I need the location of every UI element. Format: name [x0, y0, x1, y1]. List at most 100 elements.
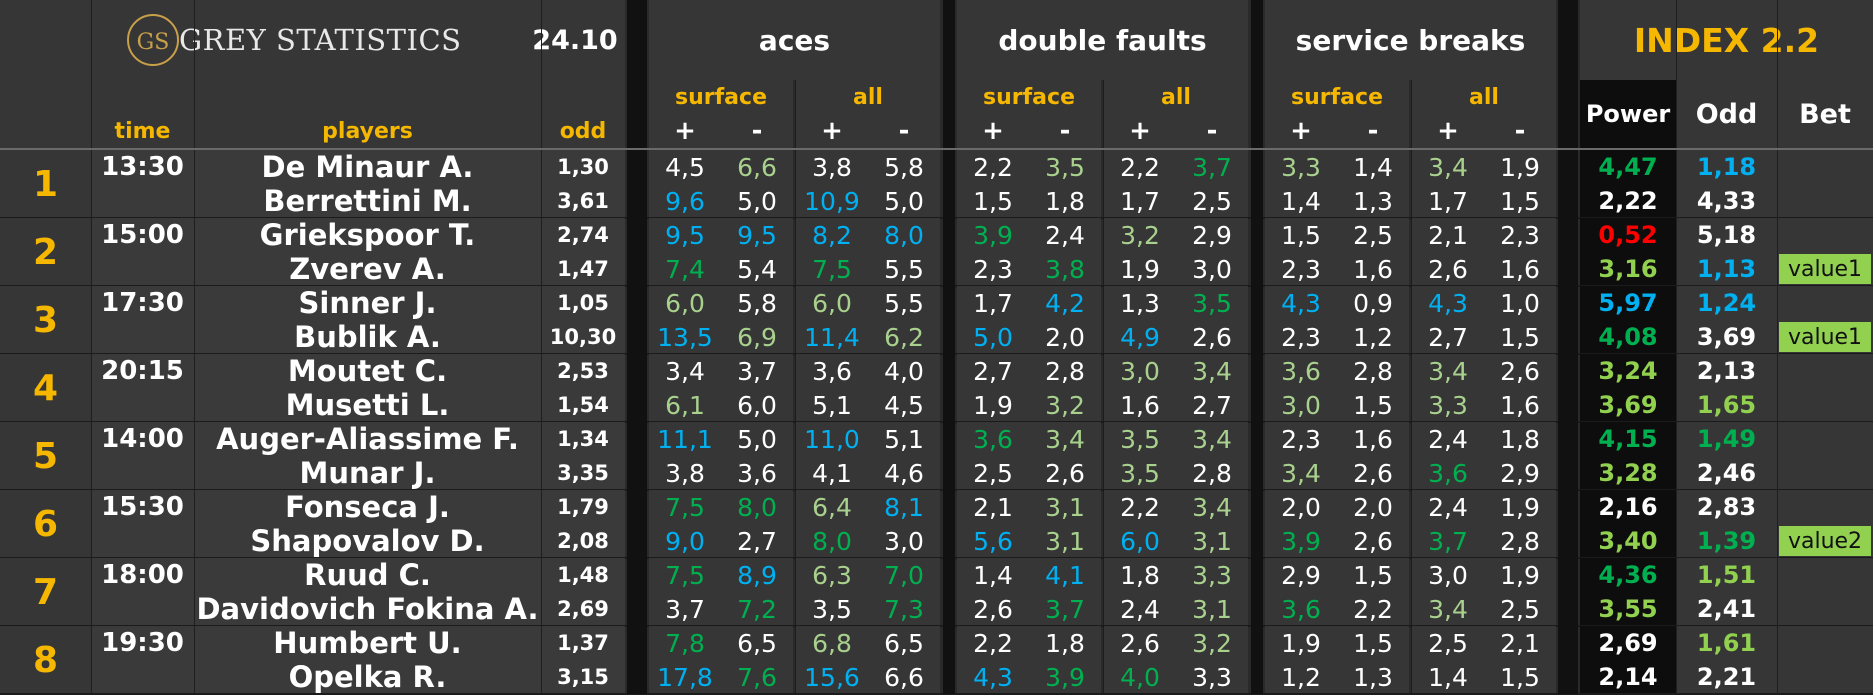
- date-label: 24.10: [530, 12, 620, 68]
- column-divider: [1676, 0, 1677, 694]
- stat-value: 2,6: [1176, 320, 1248, 354]
- index-odd-value: 1,61: [1676, 626, 1777, 660]
- index-odd-value: 2,21: [1676, 660, 1777, 694]
- stat-value: 4,0: [1104, 660, 1176, 694]
- bet-cell: value1: [1777, 252, 1873, 286]
- stat-value: 2,8: [1484, 524, 1556, 558]
- stat-value: 6,6: [721, 150, 793, 184]
- match-number: 6: [0, 490, 91, 558]
- player-name: Fonseca J.: [194, 490, 541, 524]
- stat-value: 1,8: [1029, 184, 1101, 218]
- stat-value: 5,5: [868, 286, 940, 320]
- time-cell-empty: [91, 184, 194, 218]
- column-divider: [541, 0, 542, 694]
- stat-value: 6,3: [796, 558, 868, 592]
- player-odd: 1,48: [541, 558, 625, 592]
- index-odd-value: 1,51: [1676, 558, 1777, 592]
- stat-value: 2,8: [1337, 354, 1409, 388]
- index-odd-value: 4,33: [1676, 184, 1777, 218]
- stat-value: 3,0: [1176, 252, 1248, 286]
- bet-cell: [1777, 558, 1873, 592]
- stat-value: 3,2: [1029, 388, 1101, 422]
- player-odd: 1,34: [541, 422, 625, 456]
- match-number: 2: [0, 218, 91, 286]
- separator: [627, 0, 647, 694]
- player-odd: 2,08: [541, 524, 625, 558]
- stat-value: 2,2: [957, 626, 1029, 660]
- stat-value: 4,6: [868, 456, 940, 490]
- stat-value: 7,6: [721, 660, 793, 694]
- stat-value: 4,5: [649, 150, 721, 184]
- stat-value: 2,4: [1029, 218, 1101, 252]
- stat-value: 3,5: [796, 592, 868, 626]
- player-odd: 10,30: [541, 320, 625, 354]
- stat-value: 6,0: [649, 286, 721, 320]
- index-odd-value: 3,69: [1676, 320, 1777, 354]
- power-value: 4,36: [1580, 558, 1676, 592]
- index-odd-value: 2,41: [1676, 592, 1777, 626]
- stat-value: 9,0: [649, 524, 721, 558]
- power-value: 3,69: [1580, 388, 1676, 422]
- stat-value: 3,7: [721, 354, 793, 388]
- stat-value: 6,0: [721, 388, 793, 422]
- player-odd: 3,35: [541, 456, 625, 490]
- stat-value: 11,0: [796, 422, 868, 456]
- stat-value: 5,1: [796, 388, 868, 422]
- player-odd: 3,61: [541, 184, 625, 218]
- stat-value: 7,8: [649, 626, 721, 660]
- stat-value: 2,7: [721, 524, 793, 558]
- subheader-all: all: [796, 80, 940, 114]
- stat-value: 2,2: [1337, 592, 1409, 626]
- stat-value: 2,9: [1484, 456, 1556, 490]
- stat-value: 1,5: [1484, 320, 1556, 354]
- stat-value: 6,5: [868, 626, 940, 660]
- match-number: 4: [0, 354, 91, 422]
- stat-value: 1,7: [1412, 184, 1484, 218]
- bet-badge: value1: [1779, 254, 1871, 284]
- stat-value: 3,3: [1412, 388, 1484, 422]
- player-name: Auger-Aliassime F.: [194, 422, 541, 456]
- group-double-faults-title: double faults: [998, 23, 1207, 57]
- stat-value: 6,1: [649, 388, 721, 422]
- separator: [1251, 0, 1263, 694]
- match-number: 3: [0, 286, 91, 354]
- stat-value: 1,4: [1412, 660, 1484, 694]
- player-odd: 2,53: [541, 354, 625, 388]
- stat-value: 7,5: [796, 252, 868, 286]
- column-divider: [1103, 80, 1104, 694]
- stat-value: 3,9: [957, 218, 1029, 252]
- stat-value: 6,6: [868, 660, 940, 694]
- stat-value: 1,6: [1337, 252, 1409, 286]
- plus-header: +: [796, 114, 868, 148]
- player-name: Shapovalov D.: [194, 524, 541, 558]
- stat-value: 4,3: [1412, 286, 1484, 320]
- stat-value: 3,6: [1412, 456, 1484, 490]
- stat-value: 3,3: [1176, 660, 1248, 694]
- stat-value: 3,4: [1176, 422, 1248, 456]
- power-value: 4,47: [1580, 150, 1676, 184]
- stat-value: 0,9: [1337, 286, 1409, 320]
- stat-value: 8,0: [796, 524, 868, 558]
- stat-value: 1,5: [1484, 660, 1556, 694]
- column-divider: [1411, 80, 1412, 694]
- power-value: 3,28: [1580, 456, 1676, 490]
- stat-value: 5,6: [957, 524, 1029, 558]
- col-players-header: players: [194, 80, 541, 148]
- power-value: 4,15: [1580, 422, 1676, 456]
- stat-value: 3,2: [1176, 626, 1248, 660]
- stat-value: 2,3: [1265, 320, 1337, 354]
- stat-value: 3,4: [1176, 354, 1248, 388]
- minus-header: -: [1029, 114, 1101, 148]
- time-cell-empty: [91, 252, 194, 286]
- stat-value: 5,4: [721, 252, 793, 286]
- stat-value: 6,5: [721, 626, 793, 660]
- stat-value: 4,3: [957, 660, 1029, 694]
- index-odd-value: 1,18: [1676, 150, 1777, 184]
- stat-value: 2,0: [1337, 490, 1409, 524]
- stat-value: 1,9: [957, 388, 1029, 422]
- match-number: 8: [0, 626, 91, 694]
- stat-value: 2,7: [1176, 388, 1248, 422]
- match-number: 5: [0, 422, 91, 490]
- match-time: 15:00: [91, 218, 194, 252]
- stat-value: 2,5: [1484, 592, 1556, 626]
